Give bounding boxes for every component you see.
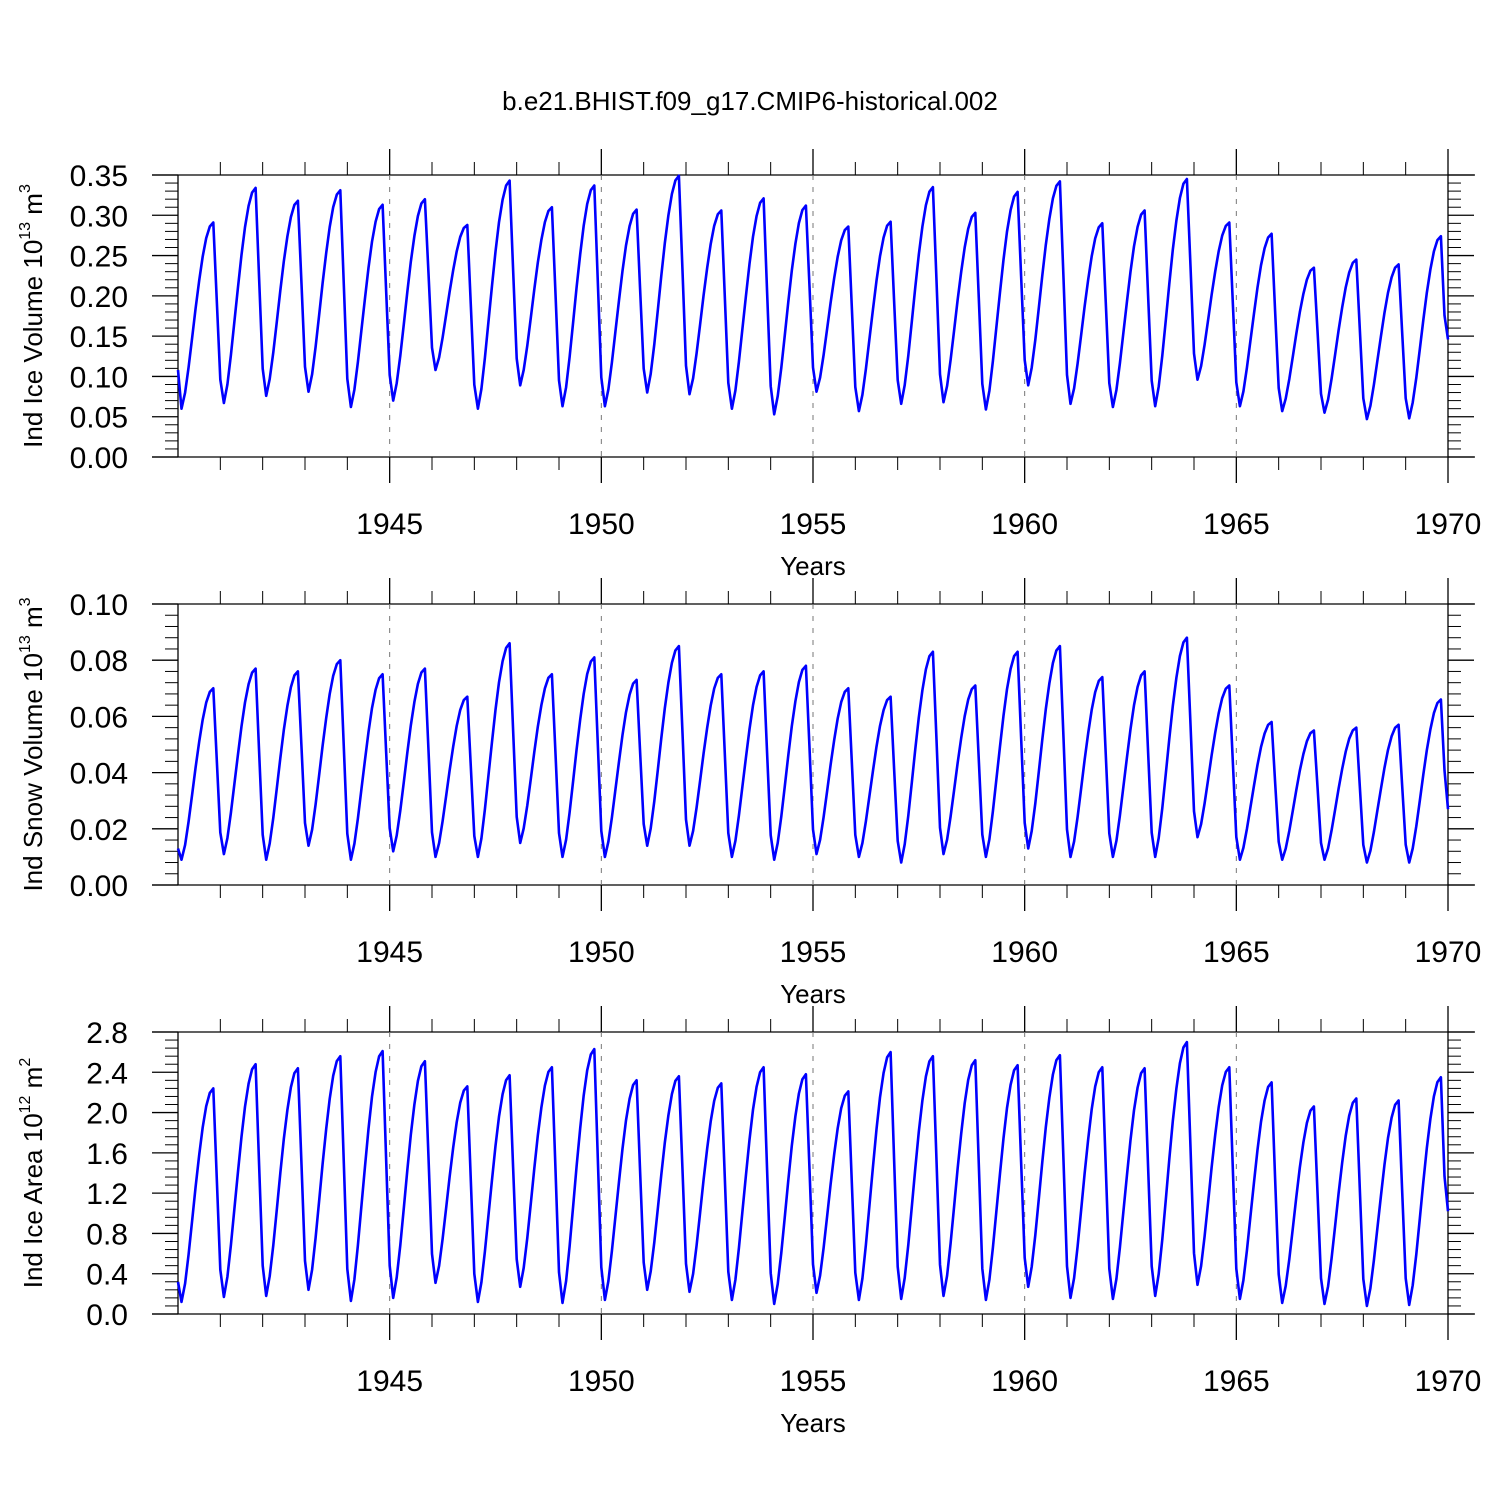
y-tick-label: 1.6 <box>86 1138 128 1171</box>
y-tick-label: 0.0 <box>86 1299 128 1332</box>
figure-title: b.e21.BHIST.f09_g17.CMIP6-historical.002 <box>502 86 998 116</box>
y-tick-label: 0.08 <box>70 645 128 678</box>
x-tick-label: 1965 <box>1203 936 1270 969</box>
x-tick-label: 1965 <box>1203 508 1270 541</box>
y-tick-label: 0.00 <box>70 870 128 903</box>
y-tick-label: 2.4 <box>86 1057 128 1090</box>
x-tick-label: 1945 <box>356 508 423 541</box>
x-tick-label: 1955 <box>780 508 847 541</box>
x-tick-label: 1970 <box>1415 508 1482 541</box>
x-axis-label: Years <box>780 1408 846 1438</box>
x-axis-label: Years <box>780 551 846 581</box>
y-tick-label: 0.30 <box>70 200 128 233</box>
y-tick-label: 0.00 <box>70 442 128 475</box>
series-line <box>176 1040 1450 1308</box>
y-tick-label: 0.4 <box>86 1259 128 1292</box>
panel-2: 0.00 0.02 0.04 0.06 0.08 0.10 1945 1950 1955 1960… <box>17 578 1481 1009</box>
x-tick-label: 1970 <box>1415 1365 1482 1398</box>
y-axis-label: Ind Ice Area 1012 m2 <box>17 1058 48 1289</box>
y-tick-label: 0.10 <box>70 361 128 394</box>
y-tick-label: 0.05 <box>70 402 128 435</box>
y-tick-label: 0.10 <box>70 589 128 622</box>
x-tick-label: 1960 <box>991 936 1058 969</box>
y-tick-label: 1.2 <box>86 1178 128 1211</box>
y-tick-label: 2.8 <box>86 1017 128 1050</box>
x-tick-label: 1965 <box>1203 1365 1270 1398</box>
x-tick-label: 1945 <box>356 1365 423 1398</box>
y-tick-label: 0.04 <box>70 758 128 791</box>
series-line <box>176 174 1450 421</box>
panel-1: 0.00 0.05 0.10 0.15 0.20 0.25 0.30 0.35 1945 1950… <box>17 149 1481 581</box>
y-axis-label: Ind Ice Volume 1013 m3 <box>17 184 48 448</box>
y-tick-label: 0.15 <box>70 321 128 354</box>
x-tick-label: 1955 <box>780 1365 847 1398</box>
panel-3: 0.0 0.4 0.8 1.2 1.6 2.0 2.4 2.8 1945 1950 1955 1960… <box>17 1006 1481 1438</box>
x-tick-label: 1955 <box>780 936 847 969</box>
y-tick-label: 0.25 <box>70 241 128 274</box>
x-tick-label: 1945 <box>356 936 423 969</box>
y-tick-label: 0.35 <box>70 160 128 193</box>
y-axis-label: Ind Snow Volume 1013 m3 <box>17 597 48 891</box>
x-tick-label: 1950 <box>568 936 635 969</box>
x-tick-label: 1950 <box>568 508 635 541</box>
x-tick-label: 1950 <box>568 1365 635 1398</box>
x-tick-label: 1960 <box>991 508 1058 541</box>
x-tick-label: 1960 <box>991 1365 1058 1398</box>
y-tick-label: 0.20 <box>70 281 128 314</box>
y-tick-label: 0.8 <box>86 1218 128 1251</box>
x-tick-label: 1970 <box>1415 936 1482 969</box>
y-tick-label: 0.02 <box>70 814 128 847</box>
y-tick-label: 2.0 <box>86 1098 128 1131</box>
y-tick-label: 0.06 <box>70 701 128 734</box>
x-axis-label: Years <box>780 979 846 1009</box>
series-line <box>176 636 1450 864</box>
